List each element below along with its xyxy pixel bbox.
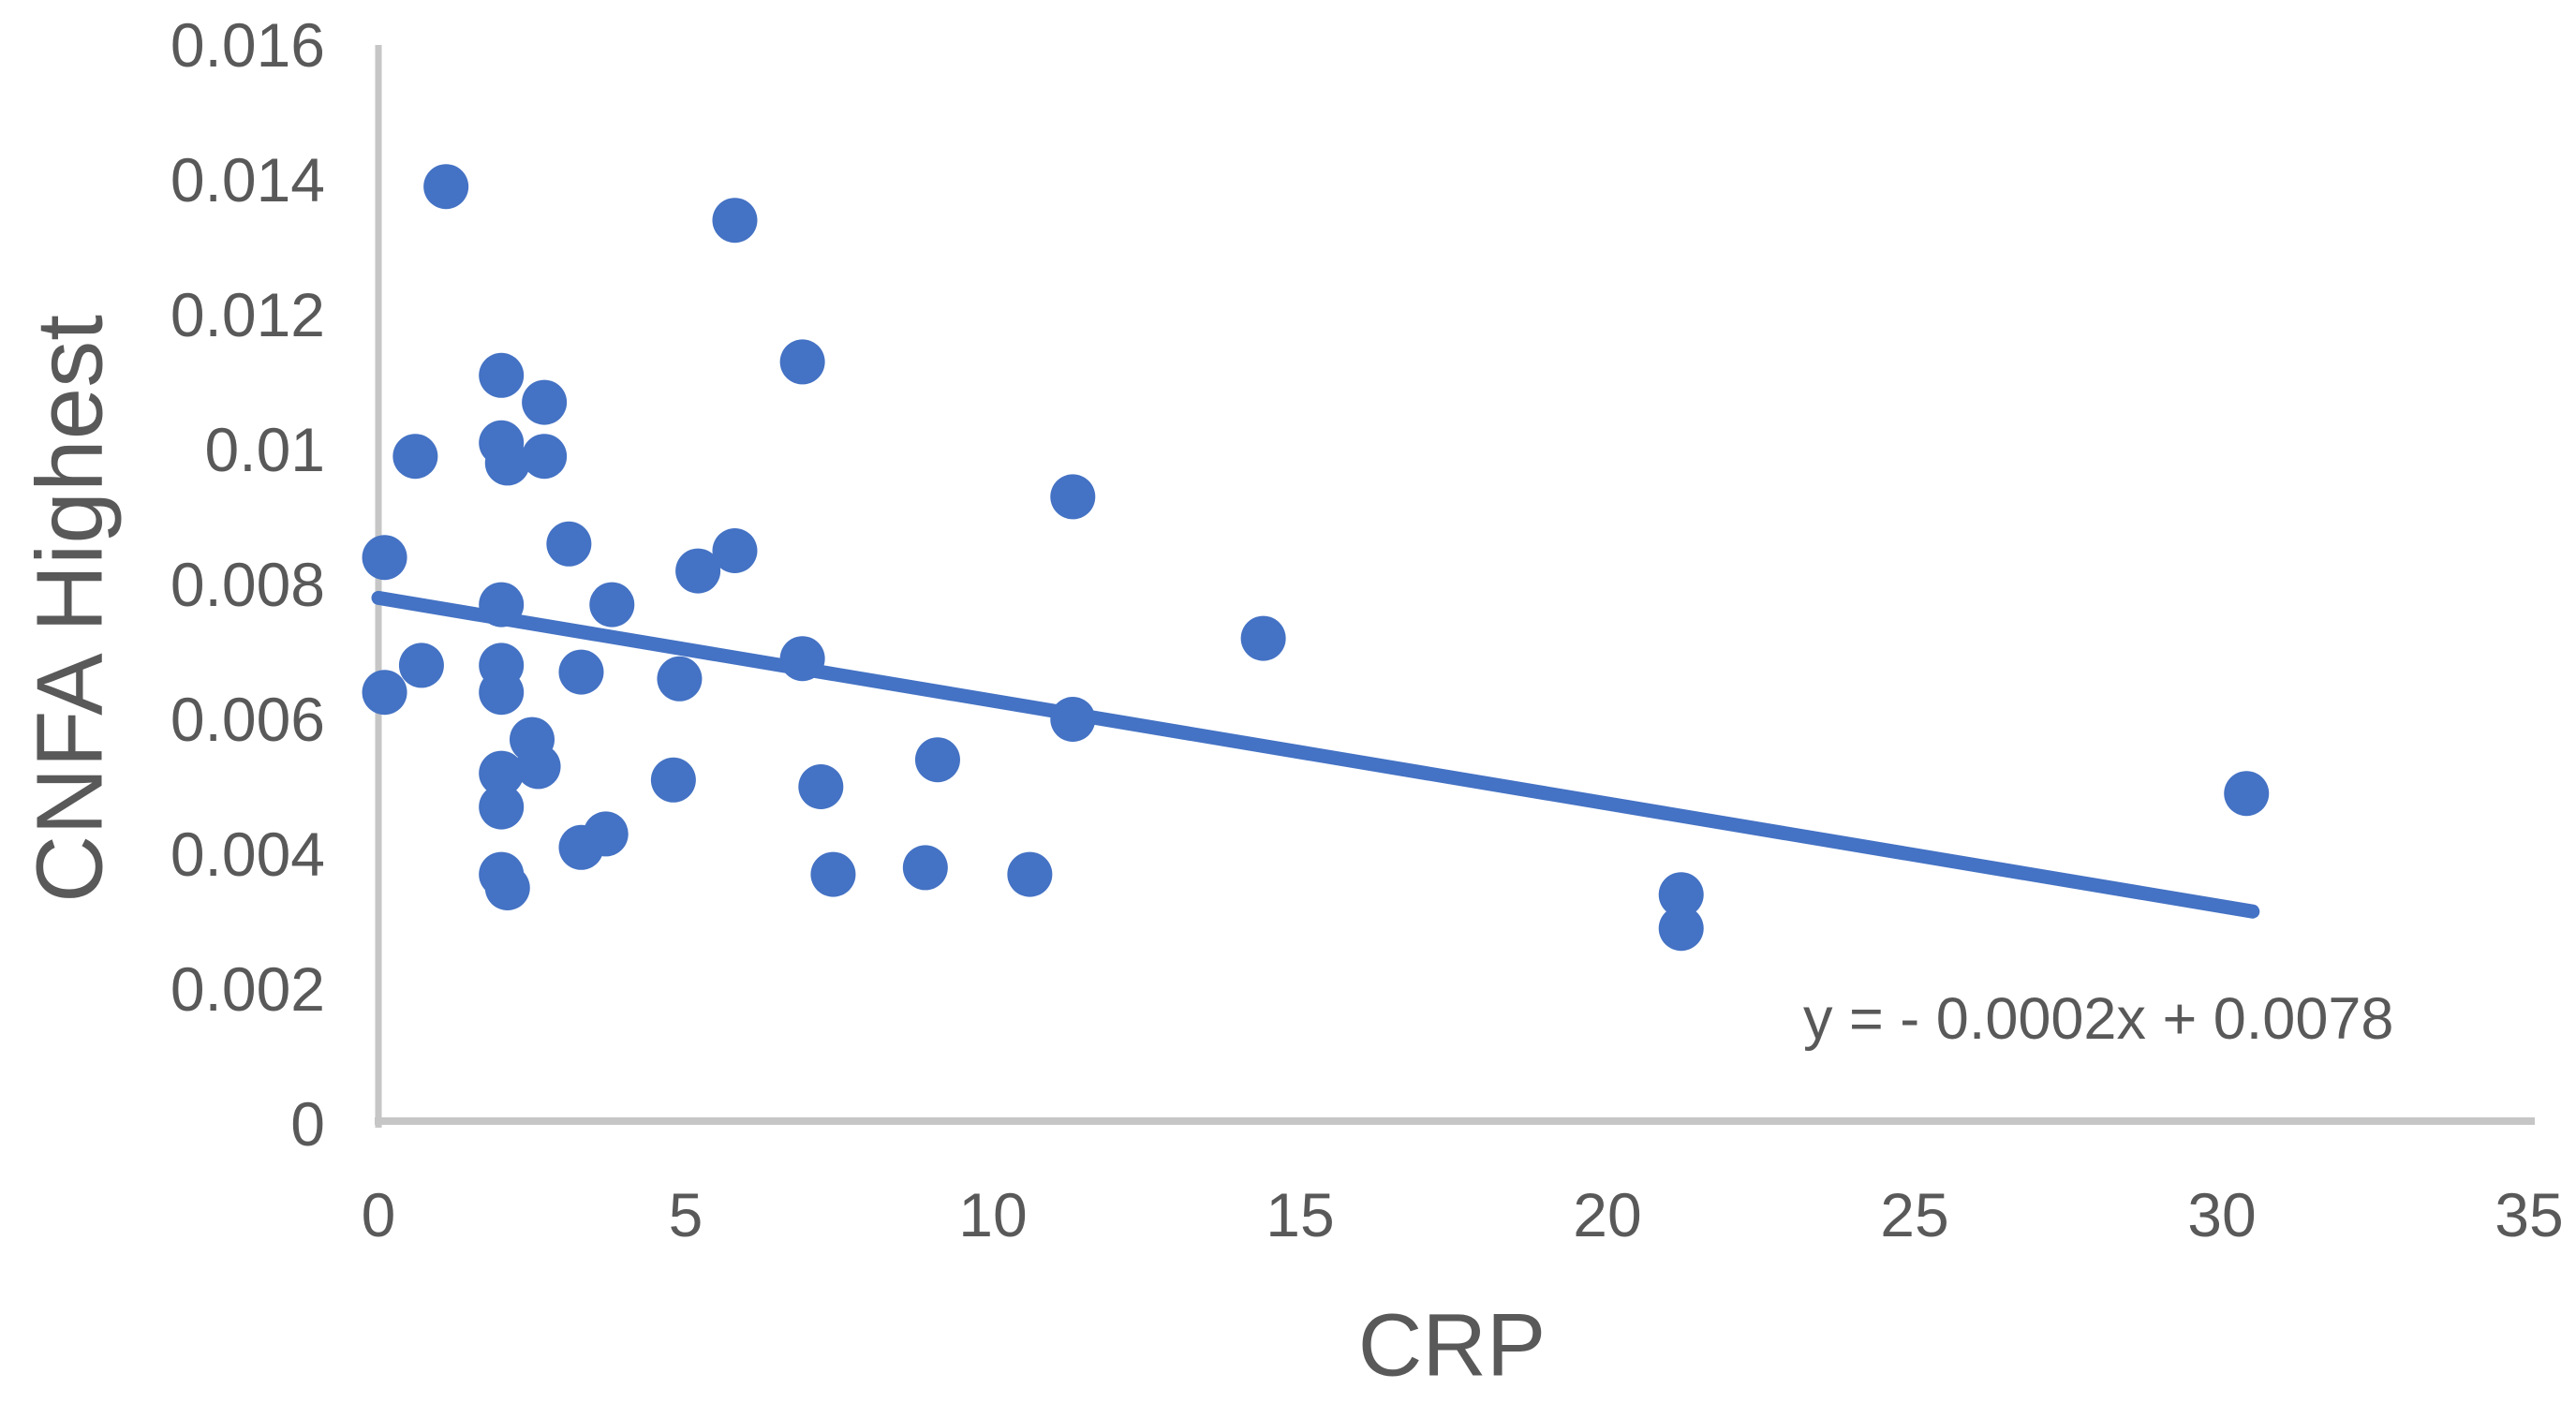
x-tick-label: 25 <box>1880 1180 1949 1249</box>
data-point <box>810 851 856 897</box>
data-point <box>798 764 844 809</box>
y-tick-label: 0.006 <box>170 685 325 754</box>
data-point <box>1658 906 1704 952</box>
data-point <box>515 744 561 790</box>
data-point <box>479 750 525 796</box>
x-tick-label: 20 <box>1573 1180 1642 1249</box>
trendline-equation-label: y = - 0.0002x + 0.0078 <box>1803 986 2394 1052</box>
data-point <box>657 656 703 702</box>
data-point <box>675 548 721 594</box>
data-point <box>914 737 960 783</box>
data-point <box>1050 474 1096 520</box>
x-tick-label: 10 <box>958 1180 1028 1249</box>
data-point <box>1240 615 1286 661</box>
data-point <box>1050 697 1096 742</box>
y-axis-title: CNFA Highest <box>17 314 123 904</box>
data-point <box>479 670 525 716</box>
data-point <box>398 643 444 688</box>
x-tick-label: 35 <box>2495 1180 2564 1249</box>
data-point <box>2224 771 2270 817</box>
x-tick-label: 0 <box>361 1180 396 1249</box>
data-point <box>362 535 407 581</box>
data-point <box>479 784 525 830</box>
y-tick-label: 0.002 <box>170 954 325 1024</box>
data-point <box>522 379 568 425</box>
data-point <box>712 198 758 244</box>
data-point <box>583 811 629 857</box>
data-point <box>902 845 948 891</box>
x-axis-title: CRP <box>1357 1295 1547 1396</box>
y-tick-label: 0 <box>290 1089 325 1159</box>
y-tick-label: 0.008 <box>170 550 325 619</box>
data-point <box>779 636 825 682</box>
data-point <box>558 649 604 695</box>
y-tick-label: 0.01 <box>204 415 325 484</box>
y-tick-label: 0.014 <box>170 145 325 214</box>
y-tick-label: 0.016 <box>170 10 325 80</box>
data-point <box>484 440 530 486</box>
x-tick-label: 5 <box>668 1180 703 1249</box>
data-point <box>650 757 696 803</box>
data-point <box>1007 851 1053 897</box>
x-tick-label: 15 <box>1266 1180 1335 1249</box>
data-point <box>1658 872 1704 918</box>
data-point <box>484 865 530 910</box>
data-point <box>479 582 525 628</box>
data-point <box>522 434 568 480</box>
data-point <box>779 339 825 385</box>
data-point <box>479 352 525 398</box>
data-point <box>362 670 407 716</box>
data-point <box>712 528 758 573</box>
data-point <box>423 164 469 210</box>
data-point <box>589 582 635 628</box>
data-point <box>392 434 438 480</box>
y-tick-label: 0.012 <box>170 280 325 349</box>
x-tick-label: 30 <box>2187 1180 2257 1249</box>
y-tick-label: 0.004 <box>170 820 325 889</box>
trendline <box>371 590 2260 919</box>
data-point <box>546 521 592 567</box>
